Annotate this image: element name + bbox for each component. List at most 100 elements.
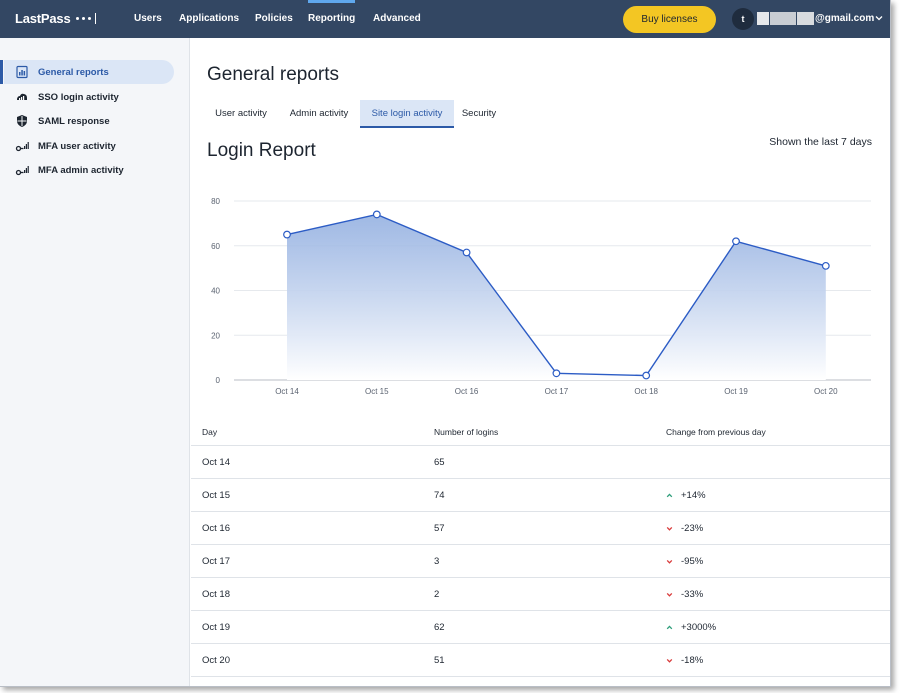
account-email[interactable]: @gmail.com: [815, 13, 875, 24]
nav-advanced[interactable]: Advanced: [373, 13, 421, 24]
table-row: Oct 14 65: [191, 446, 890, 479]
chevron-down-icon: [666, 559, 673, 564]
main-content: General reports User activity Admin acti…: [191, 38, 890, 686]
key-signal-icon: [15, 166, 29, 176]
cell-day: Oct 17: [202, 556, 230, 567]
change-value: -23%: [681, 523, 704, 534]
date-range-note: Shown the last 7 days: [769, 136, 872, 148]
y-tick-label: 60: [211, 242, 220, 251]
data-point[interactable]: [462, 248, 471, 257]
x-tick-label: Oct 14: [275, 387, 299, 396]
cell-logins: 57: [434, 523, 445, 534]
sidebar-item-label: General reports: [38, 66, 109, 78]
y-tick-label: 80: [211, 197, 220, 206]
report-title: Login Report: [207, 140, 316, 161]
brand-name: LastPass: [15, 11, 71, 26]
cloud-signal-icon: [17, 93, 27, 100]
y-tick-label: 20: [211, 331, 220, 340]
cell-day: Oct 15: [202, 490, 230, 501]
sidebar-item-general-reports[interactable]: General reports: [0, 60, 174, 84]
nav-applications[interactable]: Applications: [179, 13, 240, 24]
data-point[interactable]: [732, 237, 740, 246]
data-point[interactable]: [642, 371, 651, 380]
change-value: -18%: [681, 655, 704, 666]
change-value: -33%: [681, 589, 704, 600]
x-tick-label: Oct 19: [724, 387, 748, 396]
page-title: General reports: [207, 64, 340, 85]
cell-change: -95%: [666, 545, 703, 578]
cell-change: -23%: [666, 512, 703, 545]
data-point[interactable]: [372, 210, 381, 219]
column-header-logins: Number of logins: [434, 427, 499, 437]
cell-logins: 62: [434, 622, 445, 633]
data-point[interactable]: [283, 230, 291, 239]
x-tick-label: Oct 17: [545, 387, 569, 396]
table-row: Oct 18 2 -33%: [191, 578, 890, 611]
redacted-email-block: [770, 12, 796, 25]
logo-dots-icon: [75, 17, 91, 20]
table-row: Oct 16 57 -23%: [191, 512, 890, 545]
table-row: Oct 20 51 -18%: [191, 644, 890, 677]
cell-logins: 3: [434, 556, 440, 567]
table-row: Oct 15 74 +14%: [191, 479, 890, 512]
sidebar-item-label: SSO login activity: [38, 91, 119, 103]
cell-logins: 74: [434, 490, 445, 501]
data-point[interactable]: [821, 261, 830, 270]
sidebar-item-mfa-admin-activity[interactable]: MFA admin activity: [4, 158, 174, 182]
x-tick-label: Oct 20: [814, 387, 838, 396]
shield-icon: [17, 115, 27, 127]
y-tick-label: 40: [211, 287, 220, 296]
nav-policies[interactable]: Policies: [255, 13, 293, 24]
change-value: -95%: [681, 556, 704, 567]
table-row: Oct 19 62 +3000%: [191, 611, 890, 644]
change-value: +14%: [681, 490, 706, 501]
sidebar-item-label: MFA admin activity: [38, 164, 124, 176]
cell-change: +14%: [666, 479, 706, 512]
column-header-change: Change from previous day: [666, 427, 766, 437]
cell-day: Oct 16: [202, 523, 230, 534]
logo-bar-icon: [94, 13, 96, 24]
top-navbar: LastPass Users Applications Policies Rep…: [0, 0, 890, 38]
change-value: +3000%: [681, 622, 717, 633]
cell-change: -33%: [666, 578, 703, 611]
sidebar-item-sso-login-activity[interactable]: SSO login activity: [4, 85, 174, 109]
sidebar-item-label: MFA user activity: [38, 140, 116, 152]
chevron-down-icon: [666, 526, 673, 531]
cell-logins: 51: [434, 655, 445, 666]
sidebar-item-mfa-user-activity[interactable]: MFA user activity: [4, 134, 174, 158]
cell-logins: 65: [434, 457, 445, 468]
lastpass-logo[interactable]: LastPass: [15, 11, 96, 26]
divider: [191, 445, 890, 446]
redacted-email-block: [797, 12, 814, 25]
chevron-down-icon: [666, 592, 673, 597]
x-tick-label: Oct 15: [365, 387, 389, 396]
table-row: Oct 17 3 -95%: [191, 545, 890, 578]
buy-licenses-button[interactable]: Buy licenses: [623, 6, 716, 33]
tab-security[interactable]: Security: [461, 108, 497, 119]
cell-day: Oct 20: [202, 655, 230, 666]
cell-change: +3000%: [666, 611, 716, 644]
tab-user-activity[interactable]: User activity: [215, 108, 267, 119]
sidebar: General reports SSO login activity SAML …: [0, 38, 190, 686]
cell-day: Oct 19: [202, 622, 230, 633]
tab-admin-activity[interactable]: Admin activity: [289, 108, 349, 119]
redacted-email-block: [757, 12, 769, 25]
cell-day: Oct 14: [202, 457, 230, 468]
chevron-up-icon: [666, 625, 673, 630]
area-fill: [287, 214, 826, 380]
nav-users[interactable]: Users: [134, 13, 162, 24]
chevron-down-icon[interactable]: [875, 14, 883, 22]
x-tick-label: Oct 18: [634, 387, 658, 396]
nav-reporting[interactable]: Reporting: [308, 0, 356, 38]
tab-site-login-activity[interactable]: Site login activity: [360, 100, 454, 128]
sidebar-item-saml-response[interactable]: SAML response: [4, 109, 174, 133]
chevron-down-icon: [666, 658, 673, 663]
report-icon: [16, 65, 28, 79]
data-point[interactable]: [552, 369, 561, 378]
x-tick-label: Oct 16: [455, 387, 479, 396]
sidebar-item-label: SAML response: [38, 115, 110, 127]
avatar[interactable]: t: [732, 8, 754, 30]
cell-day: Oct 18: [202, 589, 230, 600]
login-report-chart: 0 20 40 60 80 Oct 14 Oct 15 Oct 16 Oct 17 Oct 18 O…: [211, 197, 871, 396]
